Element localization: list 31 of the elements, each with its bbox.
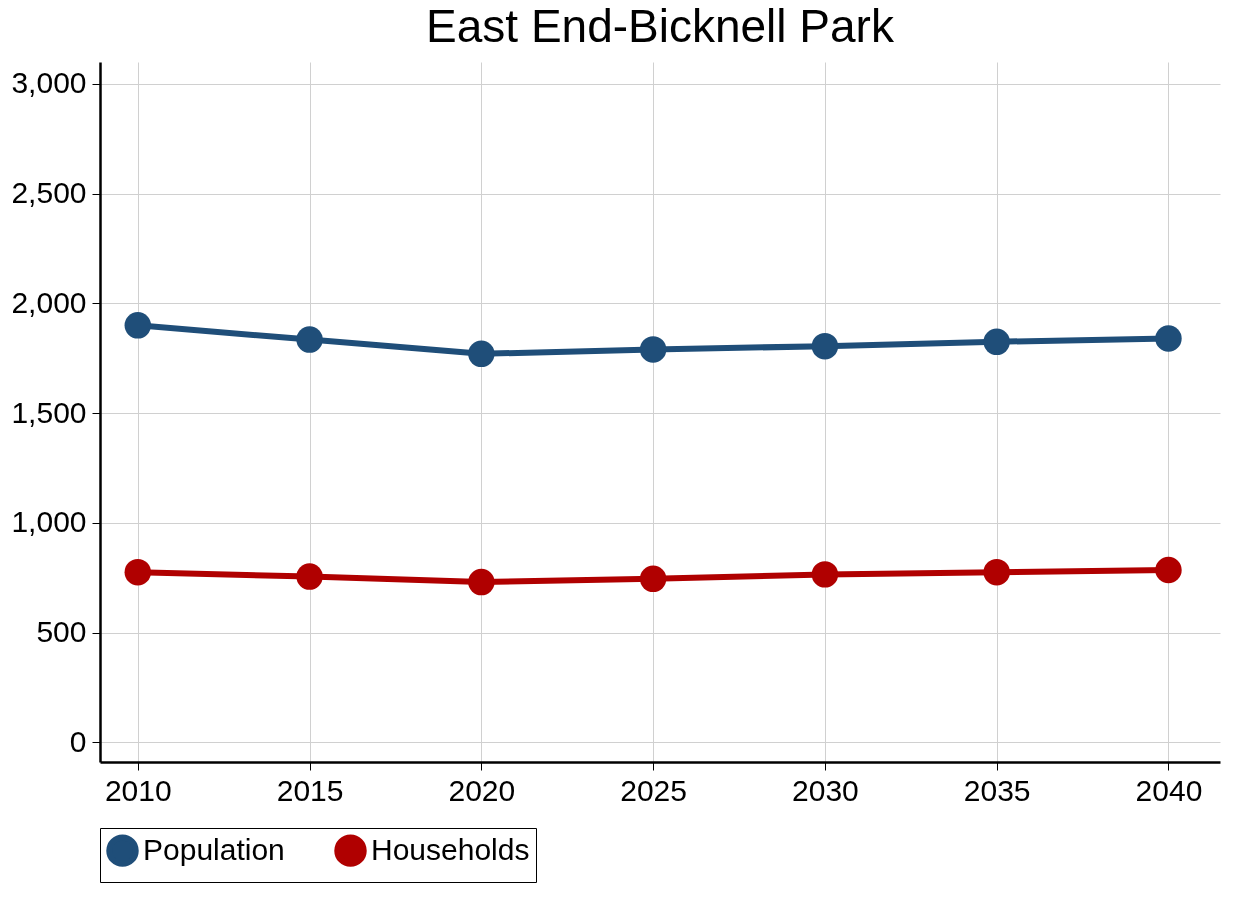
point: [983, 328, 1010, 355]
point: [124, 312, 152, 339]
x-tick-label: 2025: [620, 773, 687, 807]
point: [296, 326, 323, 353]
y-tick-label: 0: [69, 724, 87, 758]
point: [639, 565, 667, 592]
y-tick-label: 3,000: [11, 66, 87, 100]
legend-label: Households: [371, 832, 530, 866]
point: [468, 568, 495, 596]
point: [124, 558, 152, 586]
x-tick-label: 2030: [792, 773, 859, 807]
y-tick-label: 2,500: [11, 176, 87, 210]
point: [983, 558, 1010, 586]
x-tick-label: 2020: [448, 773, 516, 807]
point: [296, 563, 323, 590]
chart-title: East End-Bicknell Park: [426, 0, 895, 52]
y-tick-label: 1,500: [11, 395, 87, 429]
x-tick-label: 2035: [963, 773, 1031, 807]
point: [1155, 556, 1182, 584]
point: [468, 340, 495, 368]
point: [811, 332, 839, 360]
legend-label: Population: [143, 832, 285, 866]
point: [1155, 325, 1182, 352]
x-tick-label: 2040: [1135, 773, 1203, 807]
point: [811, 561, 839, 588]
point: [639, 336, 667, 363]
y-tick-label: 2,000: [11, 285, 87, 319]
x-tick-label: 2015: [276, 773, 344, 807]
y-tick-label: 500: [36, 615, 87, 649]
x-tick-label: 2010: [104, 773, 172, 807]
y-tick-label: 1,000: [11, 505, 87, 539]
